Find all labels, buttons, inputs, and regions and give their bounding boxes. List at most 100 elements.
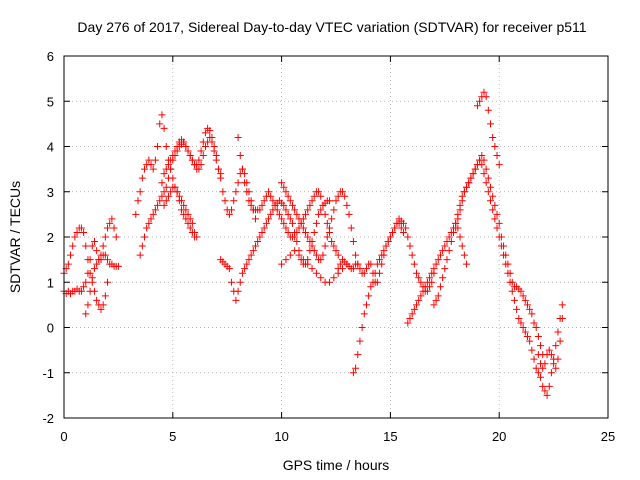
- point-track-8-50: [325, 197, 333, 205]
- point-track-10-4: [286, 197, 294, 205]
- point-track-13-29: [413, 269, 421, 277]
- point-track-18-7: [550, 360, 558, 368]
- point-track-3-10: [104, 256, 112, 264]
- point-track-10-33: [349, 238, 357, 246]
- point-track-11-11: [325, 278, 333, 286]
- point-track-9-1: [236, 152, 244, 160]
- point-track-10-16: [312, 251, 320, 259]
- point-track-6-20: [201, 143, 209, 150]
- point-track-10-2: [282, 188, 290, 196]
- point-track-17-18: [491, 215, 499, 223]
- series-track-18: [534, 314, 566, 372]
- point-track-7-7: [175, 192, 183, 200]
- point-track-14-8: [421, 283, 429, 291]
- point-track-8-20: [260, 224, 268, 232]
- point-track-3-1: [84, 301, 92, 309]
- point-track-4-2: [136, 188, 144, 196]
- point-track-13-9: [369, 278, 377, 286]
- point-track-5-3: [143, 224, 151, 232]
- point-track-16-4: [482, 93, 490, 101]
- point-track-17-43: [545, 382, 553, 390]
- point-track-17-24: [504, 269, 512, 277]
- point-track-8-14: [247, 251, 255, 259]
- point-track-6-2: [162, 165, 170, 173]
- point-track-1-14: [90, 238, 98, 246]
- point-track-17-49: [558, 301, 566, 309]
- y-tick-label-7: 5: [47, 94, 54, 109]
- point-track-18-2: [539, 364, 547, 372]
- point-track-9-22: [282, 224, 290, 232]
- point-track-7-9: [180, 201, 188, 209]
- point-track-6-24: [210, 147, 218, 155]
- point-track-3-0: [82, 310, 90, 318]
- point-track-18-5: [545, 346, 553, 354]
- point-track-17-37: [532, 364, 540, 372]
- point-track-9-15: [267, 192, 275, 200]
- point-track-11-4: [295, 251, 303, 259]
- point-track-9-6: [247, 201, 255, 209]
- point-track-11-12: [330, 274, 338, 282]
- point-track-5-2: [141, 233, 149, 241]
- point-track-4-12: [158, 111, 166, 119]
- point-track-7-3: [167, 188, 175, 196]
- x-tick-label-4: 20: [492, 429, 506, 444]
- point-track-9-0: [234, 133, 242, 141]
- point-track-5-45: [234, 179, 242, 187]
- point-track-9-11: [258, 201, 266, 209]
- point-track-13-7: [365, 292, 373, 300]
- point-track-15-25: [484, 174, 492, 182]
- series-track-2: [60, 224, 112, 313]
- y-axis-ticks: -2 -1 0 1 2 3 4 5 6: [42, 49, 608, 426]
- point-track-17-28: [513, 305, 521, 313]
- point-track-5-32: [206, 127, 214, 135]
- point-track-8-31: [284, 210, 292, 218]
- point-track-13-25: [404, 233, 412, 241]
- point-track-9-16: [269, 197, 277, 205]
- point-track-5-30: [201, 129, 209, 137]
- point-track-5-43: [230, 197, 238, 205]
- point-track-9-41: [323, 219, 331, 227]
- point-track-5-0: [136, 251, 144, 259]
- point-track-13-11: [373, 260, 381, 268]
- point-track-12-30: [399, 228, 407, 236]
- point-track-6-18: [197, 161, 205, 169]
- point-track-13-19: [391, 224, 399, 232]
- point-track-13-8: [367, 283, 375, 291]
- y-tick-label-4: 2: [47, 230, 54, 245]
- point-track-17-0: [452, 224, 460, 232]
- scatter-marks: [60, 88, 566, 399]
- point-track-14-7: [419, 287, 427, 295]
- point-track-6-25: [212, 156, 220, 164]
- point-track-14-13: [432, 260, 440, 268]
- point-track-17-2: [456, 206, 464, 214]
- point-track-9-44: [330, 242, 338, 250]
- point-track-5-38: [219, 188, 227, 196]
- point-track-15-41: [519, 292, 527, 300]
- point-track-9-31: [302, 210, 310, 218]
- point-track-4-4: [141, 165, 149, 173]
- point-track-7-10: [182, 206, 190, 214]
- point-track-9-18: [273, 206, 281, 214]
- point-track-9-21: [280, 219, 288, 227]
- x-tick-label-2: 10: [274, 429, 288, 444]
- point-track-17-26: [508, 287, 516, 295]
- point-track-10-29: [341, 192, 349, 200]
- point-track-2-2: [64, 260, 72, 268]
- point-track-3-15: [114, 262, 122, 270]
- point-track-9-3: [241, 179, 249, 187]
- point-track-13-3: [356, 337, 364, 345]
- point-track-13-26: [406, 242, 414, 250]
- point-track-9-32: [304, 206, 312, 214]
- point-track-13-6: [362, 301, 370, 309]
- chart-title: Day 276 of 2017, Sidereal Day-to-day VTE…: [77, 19, 586, 35]
- point-track-6-0: [158, 179, 166, 187]
- point-track-1-10: [82, 278, 90, 286]
- point-track-18-6: [547, 351, 555, 359]
- point-track-7-13: [188, 219, 196, 227]
- point-track-5-11: [160, 188, 168, 196]
- y-tick-label-1: -1: [42, 366, 54, 381]
- point-track-5-1: [138, 242, 146, 250]
- point-track-1-22: [108, 215, 116, 223]
- point-track-14-10: [426, 274, 434, 282]
- point-track-13-15: [382, 242, 390, 250]
